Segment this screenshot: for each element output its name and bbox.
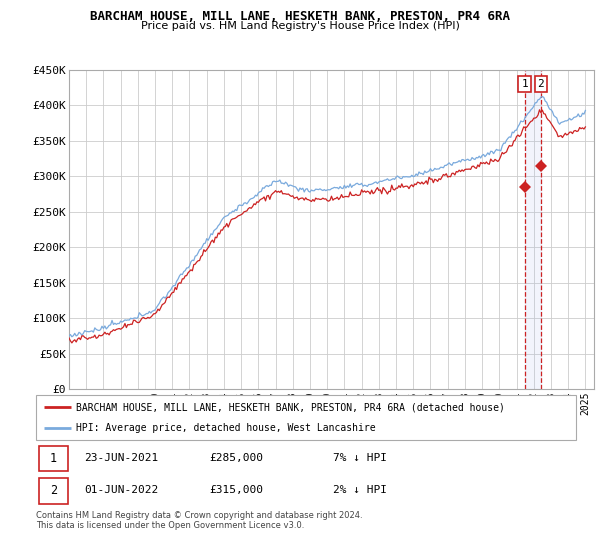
Text: BARCHAM HOUSE, MILL LANE, HESKETH BANK, PRESTON, PR4 6RA (detached house): BARCHAM HOUSE, MILL LANE, HESKETH BANK, … — [77, 402, 505, 412]
Text: 23-JUN-2021: 23-JUN-2021 — [85, 453, 159, 463]
Text: HPI: Average price, detached house, West Lancashire: HPI: Average price, detached house, West… — [77, 423, 376, 433]
Text: 01-JUN-2022: 01-JUN-2022 — [85, 486, 159, 496]
Text: 7% ↓ HPI: 7% ↓ HPI — [333, 453, 387, 463]
Text: 2: 2 — [50, 484, 57, 497]
Bar — [524, 70, 541, 389]
Text: BARCHAM HOUSE, MILL LANE, HESKETH BANK, PRESTON, PR4 6RA: BARCHAM HOUSE, MILL LANE, HESKETH BANK, … — [90, 10, 510, 22]
Text: 2% ↓ HPI: 2% ↓ HPI — [333, 486, 387, 496]
Text: £285,000: £285,000 — [209, 453, 263, 463]
Text: Price paid vs. HM Land Registry's House Price Index (HPI): Price paid vs. HM Land Registry's House … — [140, 21, 460, 31]
Text: 2: 2 — [538, 79, 544, 89]
Bar — [39, 478, 68, 503]
Text: 1: 1 — [50, 452, 57, 465]
Text: £315,000: £315,000 — [209, 486, 263, 496]
Bar — [39, 446, 68, 472]
Text: Contains HM Land Registry data © Crown copyright and database right 2024.
This d: Contains HM Land Registry data © Crown c… — [36, 511, 362, 530]
Text: 1: 1 — [521, 79, 528, 89]
